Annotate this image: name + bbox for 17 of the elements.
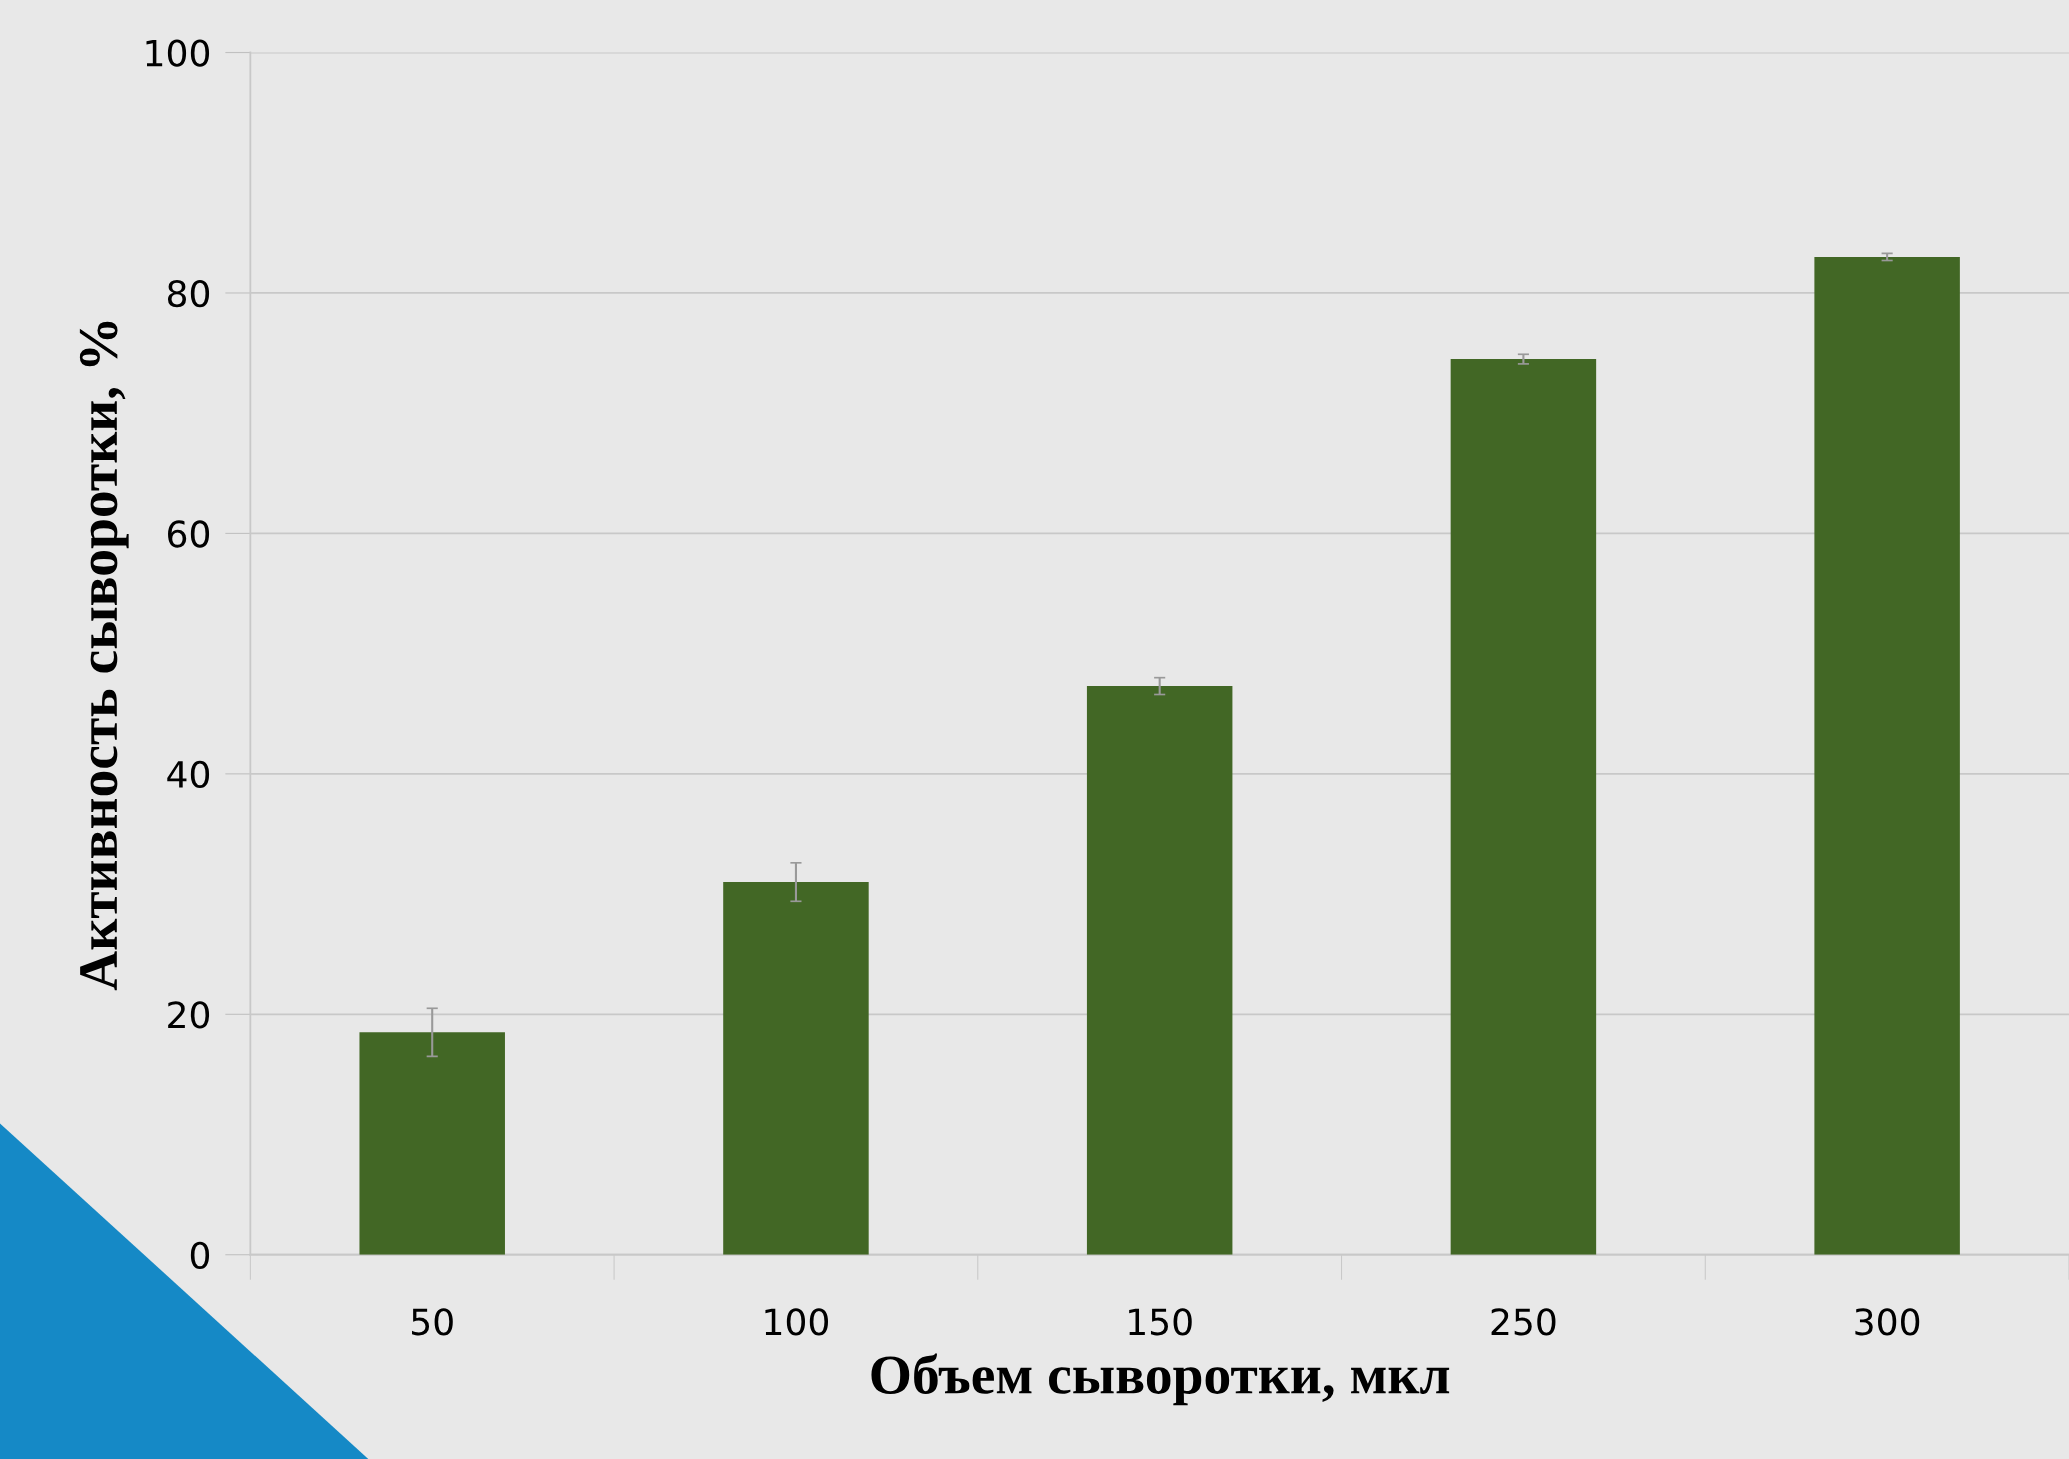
x-tick-label: 150 <box>1129 1308 1192 1336</box>
bar <box>1086 686 1233 1255</box>
y-tick-label: 80 <box>167 279 210 308</box>
y-tick-label: 100 <box>146 39 210 67</box>
bar <box>1814 256 1960 1255</box>
x-axis-title: Объем сыворотки, мкл <box>871 1353 1450 1406</box>
x-tick-label: 250 <box>1491 1308 1556 1336</box>
x-tick-label: 300 <box>1855 1308 1920 1336</box>
x-tick-label: 100 <box>765 1308 829 1336</box>
y-tick-label: 20 <box>168 1001 210 1029</box>
y-tick-label: 0 <box>190 1241 210 1269</box>
y-axis-title: Активность сыворотки, % <box>79 321 129 991</box>
y-tick-label: 40 <box>167 760 210 789</box>
x-tick-label: 50 <box>412 1308 453 1336</box>
bar <box>723 882 869 1255</box>
bar <box>1450 359 1597 1255</box>
y-tick-label: 60 <box>168 520 210 548</box>
